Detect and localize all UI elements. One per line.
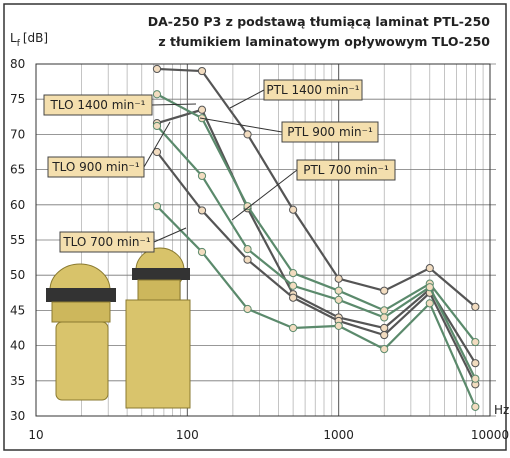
x-axis-label: Hz bbox=[494, 403, 509, 417]
y-tick-label: 55 bbox=[10, 233, 25, 247]
point bbox=[197, 206, 207, 215]
point bbox=[243, 245, 252, 254]
point bbox=[243, 304, 252, 314]
x-tick-label: 10 bbox=[28, 428, 43, 442]
leader-line bbox=[151, 103, 197, 106]
y-tick-label: 35 bbox=[10, 374, 25, 388]
point bbox=[243, 130, 252, 139]
point bbox=[289, 281, 298, 290]
point bbox=[471, 402, 480, 411]
chart-title: z tłumikiem laminatowym opływowym TLO-25… bbox=[158, 34, 490, 49]
y-tick-label: 40 bbox=[10, 339, 25, 353]
legend-label: PTL 700 min⁻¹ bbox=[303, 163, 389, 177]
series-line bbox=[156, 108, 477, 364]
series-line bbox=[156, 125, 477, 380]
series-line bbox=[156, 67, 477, 308]
point bbox=[425, 283, 434, 292]
y-tick-label: 30 bbox=[10, 409, 25, 423]
x-tick-label: 100 bbox=[176, 428, 199, 442]
point bbox=[243, 202, 252, 211]
legend-box bbox=[296, 159, 396, 181]
point bbox=[380, 286, 389, 295]
point bbox=[471, 359, 480, 368]
point bbox=[152, 202, 162, 211]
point bbox=[380, 330, 389, 340]
y-tick-label: 80 bbox=[10, 57, 25, 71]
legend-label: PTL 1400 min⁻¹ bbox=[266, 83, 359, 97]
series-line bbox=[156, 151, 477, 385]
series-line bbox=[156, 93, 477, 343]
y-axis-label-sub: f bbox=[17, 39, 21, 49]
point bbox=[425, 264, 434, 273]
x-tick-label: 10000 bbox=[471, 428, 509, 442]
legend-label: PTL 900 min⁻¹ bbox=[287, 125, 373, 139]
x-tick-label: 1000 bbox=[323, 428, 354, 442]
product-images bbox=[46, 247, 191, 409]
legend-box bbox=[47, 156, 145, 178]
point bbox=[197, 66, 207, 76]
y-tick-label: 70 bbox=[10, 127, 25, 141]
chart-title: DA-250 P3 z podstawą tłumiącą laminat PT… bbox=[148, 14, 491, 29]
y-tick-label: 45 bbox=[10, 303, 25, 317]
leader-line bbox=[229, 89, 265, 109]
y-tick-label: 60 bbox=[10, 198, 25, 212]
point bbox=[334, 321, 343, 330]
legend-label: TLO 900 min⁻¹ bbox=[51, 160, 140, 174]
legend-label: TLO 700 min⁻¹ bbox=[62, 235, 151, 249]
point bbox=[334, 295, 343, 304]
leader-line bbox=[231, 169, 298, 221]
point bbox=[243, 255, 252, 264]
point bbox=[197, 105, 207, 114]
point bbox=[471, 337, 480, 347]
point bbox=[425, 299, 434, 308]
point bbox=[289, 268, 298, 278]
plot-border bbox=[35, 63, 491, 417]
y-tick-label: 75 bbox=[10, 92, 25, 106]
point bbox=[380, 313, 389, 322]
point bbox=[289, 323, 298, 333]
y-axis-label-unit: [dB] bbox=[23, 31, 48, 45]
point bbox=[152, 64, 162, 74]
y-axis-label-main: L bbox=[10, 31, 17, 45]
point bbox=[334, 286, 343, 295]
legend-box bbox=[281, 121, 379, 143]
y-axis-label: Lf [dB] bbox=[10, 31, 48, 49]
point bbox=[152, 90, 162, 99]
point bbox=[197, 247, 207, 257]
point bbox=[152, 147, 162, 157]
legend-box bbox=[59, 231, 155, 253]
point bbox=[471, 302, 480, 311]
leader-line bbox=[199, 117, 283, 133]
y-tick-label: 50 bbox=[10, 268, 25, 282]
y-tick-label: 65 bbox=[10, 163, 25, 177]
point bbox=[334, 274, 343, 283]
leader-line bbox=[153, 227, 187, 243]
legend-box bbox=[43, 94, 153, 116]
point bbox=[380, 323, 389, 333]
point bbox=[380, 306, 389, 315]
point bbox=[471, 374, 480, 383]
legend-box bbox=[263, 79, 363, 101]
point bbox=[289, 293, 298, 302]
point bbox=[152, 121, 162, 131]
series-line bbox=[156, 205, 477, 408]
leader-line bbox=[143, 121, 171, 168]
point bbox=[289, 205, 298, 214]
point bbox=[380, 345, 389, 354]
point bbox=[197, 171, 207, 181]
legend-label: TLO 1400 min⁻¹ bbox=[50, 98, 146, 112]
